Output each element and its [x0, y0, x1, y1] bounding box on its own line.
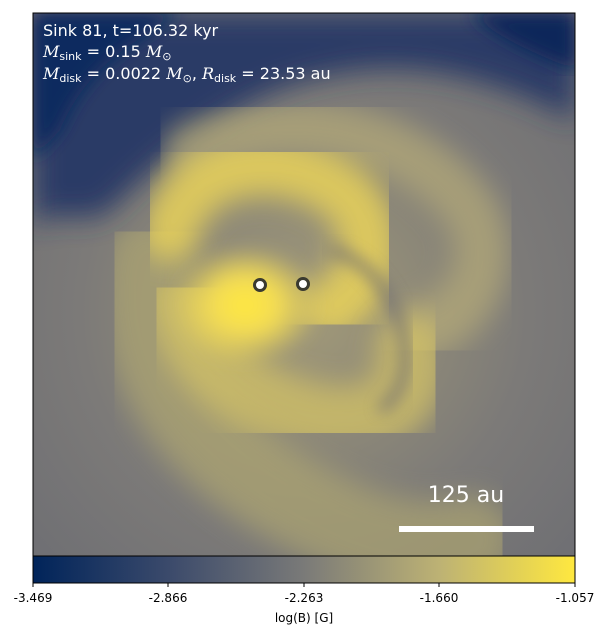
colorbar-ticks	[32, 583, 576, 587]
disk-mass-symbol: M	[43, 64, 60, 83]
sink-mass-unit-sub: ⊙	[162, 50, 172, 63]
sink-mass-value: = 0.15	[86, 42, 141, 61]
colorbar-tick-label: -2.263	[284, 591, 324, 605]
image-panel	[33, 13, 575, 556]
panel-title: Sink 81, t=106.32 kyr	[43, 21, 219, 40]
disk-radius-unit: au	[310, 64, 331, 83]
sink-marker-right	[296, 277, 310, 291]
disk-mass-unit-sub: ⊙	[182, 72, 192, 85]
disk-radius-symbol: R	[201, 64, 215, 83]
colorbar-tick-label: -1.057	[555, 591, 595, 605]
sink-mass-sub: sink	[59, 50, 82, 63]
colorbar-tick-label: -3.469	[13, 591, 53, 605]
disk-mass-sub: disk	[59, 72, 82, 85]
scale-bar	[399, 526, 534, 532]
sink-mass-symbol: M	[43, 42, 60, 61]
disk-mass-unit: M	[166, 64, 183, 83]
sink-mass-unit: M	[145, 42, 163, 61]
disk-radius-value: = 23.53	[241, 64, 306, 83]
sink-marker-left	[253, 278, 267, 292]
scale-bar-label: 125 au	[427, 483, 505, 508]
colorbar-tick-label: -2.866	[148, 591, 188, 605]
sink-mass-label: Msink = 0.15 M⊙	[43, 42, 171, 67]
colorbar	[32, 555, 576, 584]
disk-label: Mdisk = 0.0022 M⊙, Rdisk = 23.53 au	[43, 64, 331, 85]
disk-mass-value: = 0.0022	[86, 64, 162, 83]
disk-radius-sub: disk	[214, 72, 237, 85]
colorbar-tick-label: -1.660	[419, 591, 459, 605]
colorbar-label: log(B) [G]	[274, 611, 334, 625]
